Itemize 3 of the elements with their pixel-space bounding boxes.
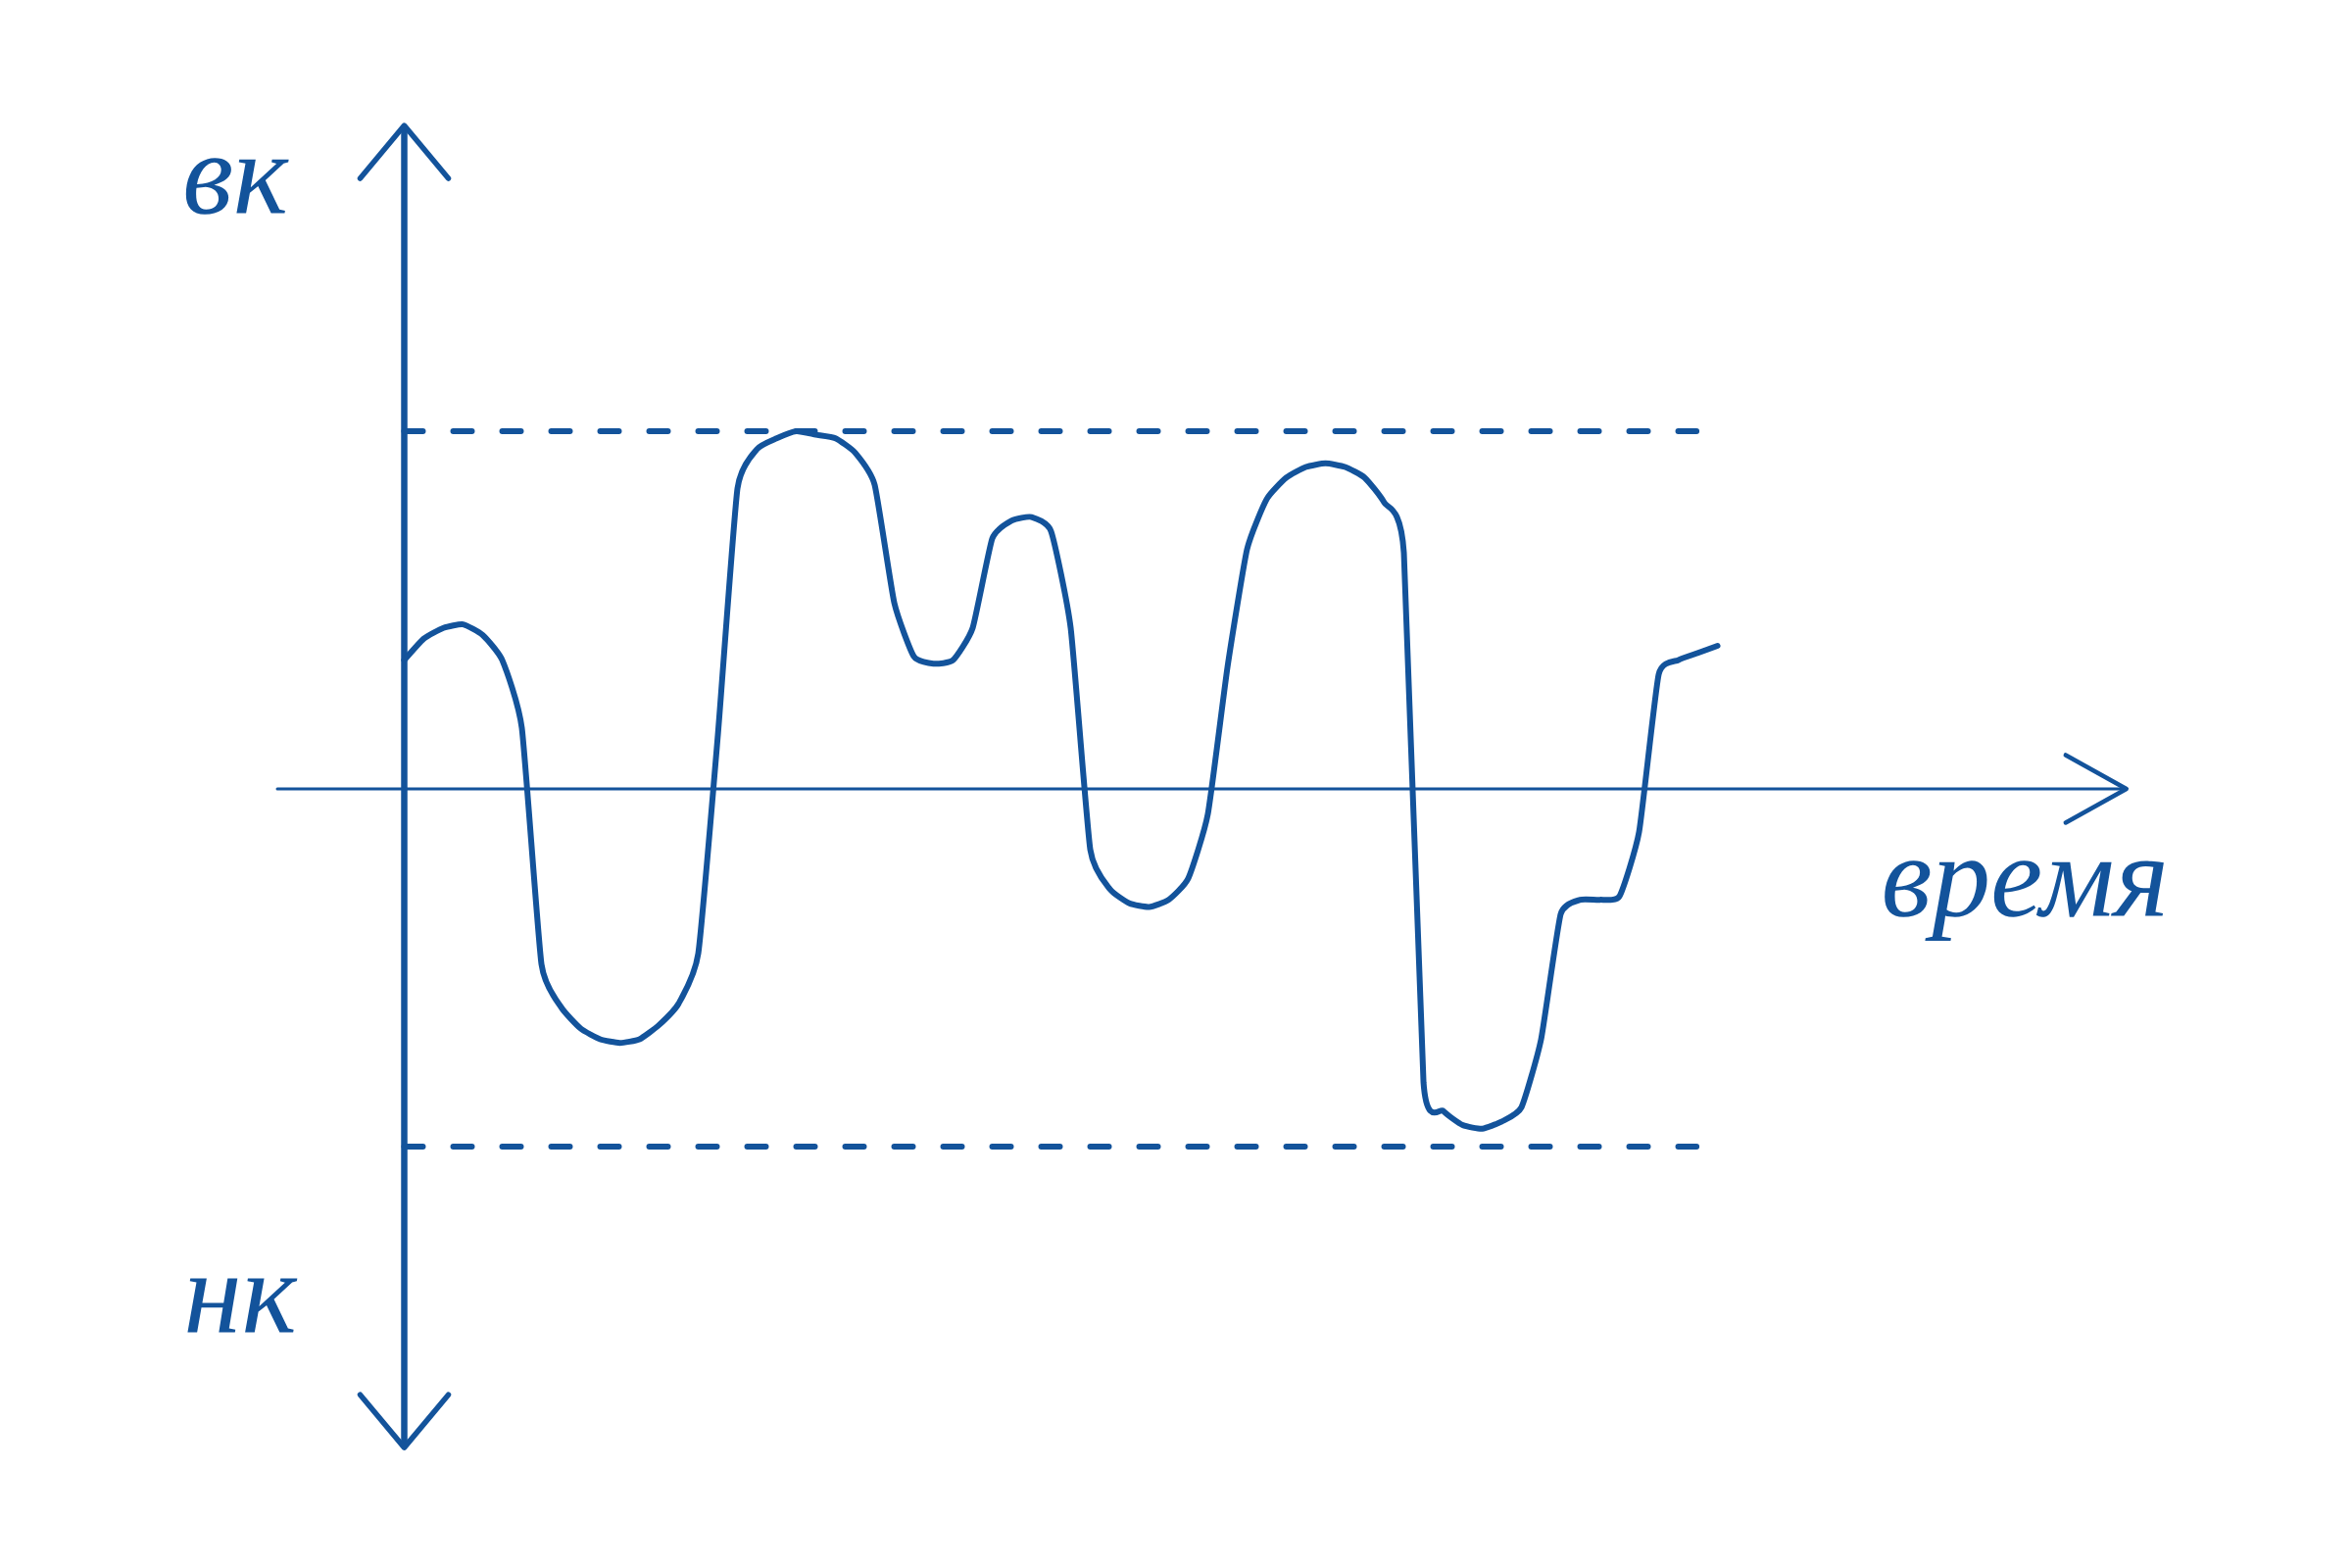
text: вк — [185, 158, 289, 215]
text: нк — [187, 1278, 298, 1333]
x-axis-title: время — [1885, 860, 2164, 942]
